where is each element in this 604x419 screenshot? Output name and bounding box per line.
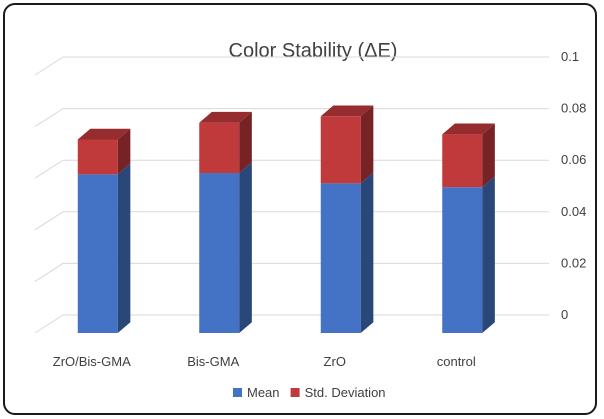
bar-side <box>360 172 374 333</box>
grid-layer <box>34 56 549 334</box>
chart-svg: Color Stability (ΔE) 0 0.02 0.04 0.06 0.08 0.… <box>34 40 587 400</box>
gridline <box>34 262 549 282</box>
bar-side <box>239 111 252 174</box>
bar-segment <box>77 139 118 175</box>
y-tick-label: 0.04 <box>561 204 586 219</box>
x-category-label: Bis-GMA <box>187 354 239 369</box>
bar-side <box>360 105 374 184</box>
chart-title: Color Stability (ΔE) <box>229 40 398 62</box>
bar-top <box>442 123 495 135</box>
gridline <box>34 56 549 76</box>
legend-swatch <box>290 388 300 397</box>
gridline <box>34 314 549 334</box>
bar-side <box>482 176 495 333</box>
legend-label: Std. Deviation <box>305 385 386 400</box>
bar-segment <box>320 183 361 333</box>
legend: Mean Std. Deviation <box>233 385 386 400</box>
bar-segment <box>442 187 483 333</box>
bar-segment <box>442 134 483 188</box>
legend-swatch <box>233 388 242 397</box>
chart-frame: Color Stability (ΔE) 0 0.02 0.04 0.06 0.08 0.… <box>3 3 597 415</box>
y-tick-label: 0.1 <box>561 49 579 64</box>
bar-top <box>199 111 252 123</box>
gridline <box>34 211 549 231</box>
x-category-label: control <box>437 354 476 369</box>
bar-top <box>77 128 131 140</box>
bar-side <box>117 128 131 175</box>
y-tick-label: 0 <box>561 307 568 322</box>
y-tick-label: 0.02 <box>561 255 586 270</box>
bar-segment <box>199 173 240 333</box>
gridline <box>34 159 549 179</box>
bar-segment <box>199 122 240 174</box>
legend-label: Mean <box>247 385 280 400</box>
labels-layer: 0 0.02 0.04 0.06 0.08 0.1 ZrO/Bis-GMA Bis-GMA Zr… <box>53 49 587 369</box>
y-tick-label: 0.06 <box>561 152 586 167</box>
bars-layer <box>77 105 495 333</box>
x-category-label: ZrO/Bis-GMA <box>53 354 131 369</box>
y-tick-label: 0.08 <box>561 101 586 116</box>
x-category-label: ZrO <box>324 354 346 369</box>
bar-side <box>482 123 495 188</box>
bar-top <box>320 105 374 117</box>
bar-segment <box>320 116 361 184</box>
gridline <box>34 108 549 128</box>
bar-side <box>117 163 131 333</box>
bar-segment <box>77 174 118 333</box>
bar-side <box>239 162 252 333</box>
